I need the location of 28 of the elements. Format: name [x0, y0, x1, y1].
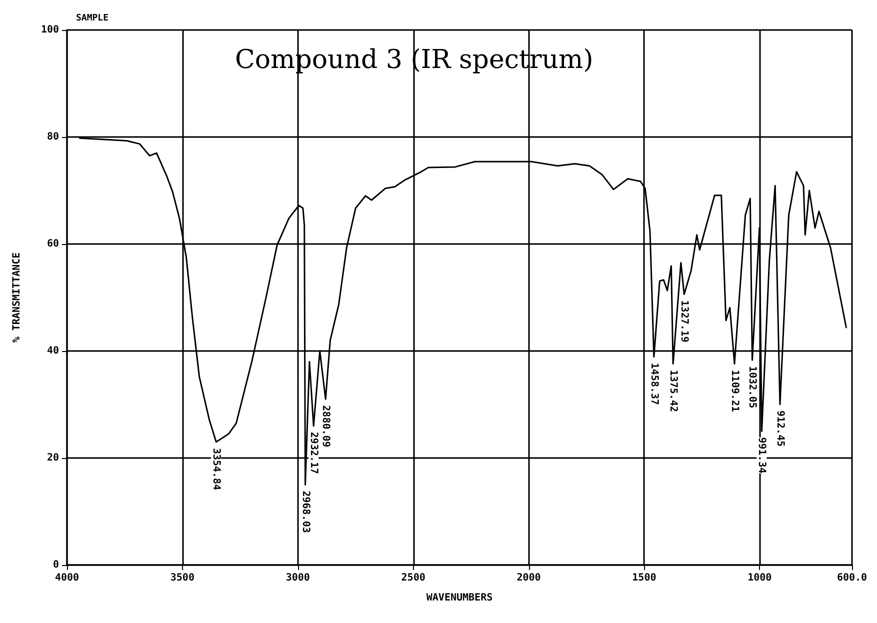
annotation: 2880.09	[320, 405, 332, 448]
y-tick-label: 80	[46, 132, 59, 142]
annotation: 1327.19	[678, 300, 690, 342]
x-tick-label: 4000	[54, 572, 80, 584]
y-tick-label: 60	[46, 238, 59, 250]
x-tick-label: 2000	[516, 572, 541, 584]
x-tick-label: 1500	[632, 572, 656, 584]
y-tick-label: 0	[52, 560, 59, 570]
x-tick-label: 600.0	[836, 572, 868, 584]
x-tick-label: 3000	[286, 572, 310, 584]
annotation: 912.45	[774, 410, 786, 447]
x-tick-label: 3500	[170, 572, 194, 584]
x-tick-label: 2500	[401, 572, 426, 584]
y-tick-label: 40	[46, 346, 59, 356]
annotation: 1032.05	[746, 366, 758, 408]
y-tick-label: 20	[46, 452, 59, 464]
annotation: 1375.42	[667, 370, 678, 412]
annotation: 991.34	[756, 437, 768, 474]
annotation: 2968.03	[300, 490, 311, 533]
annotation: 3354.84	[210, 448, 222, 490]
y-tick-label: 100	[40, 24, 59, 36]
annotation: 1458.37	[648, 362, 660, 406]
x-axis-title: WAVENUMBERS	[426, 592, 493, 604]
y-axis-title: % TRANSMITTANCE	[12, 252, 22, 343]
annotation: 1109.21	[728, 370, 740, 412]
x-tick-label: 1000	[748, 572, 772, 584]
text: SAMPLE	[76, 14, 109, 24]
annotation: 2932.17	[308, 432, 320, 474]
